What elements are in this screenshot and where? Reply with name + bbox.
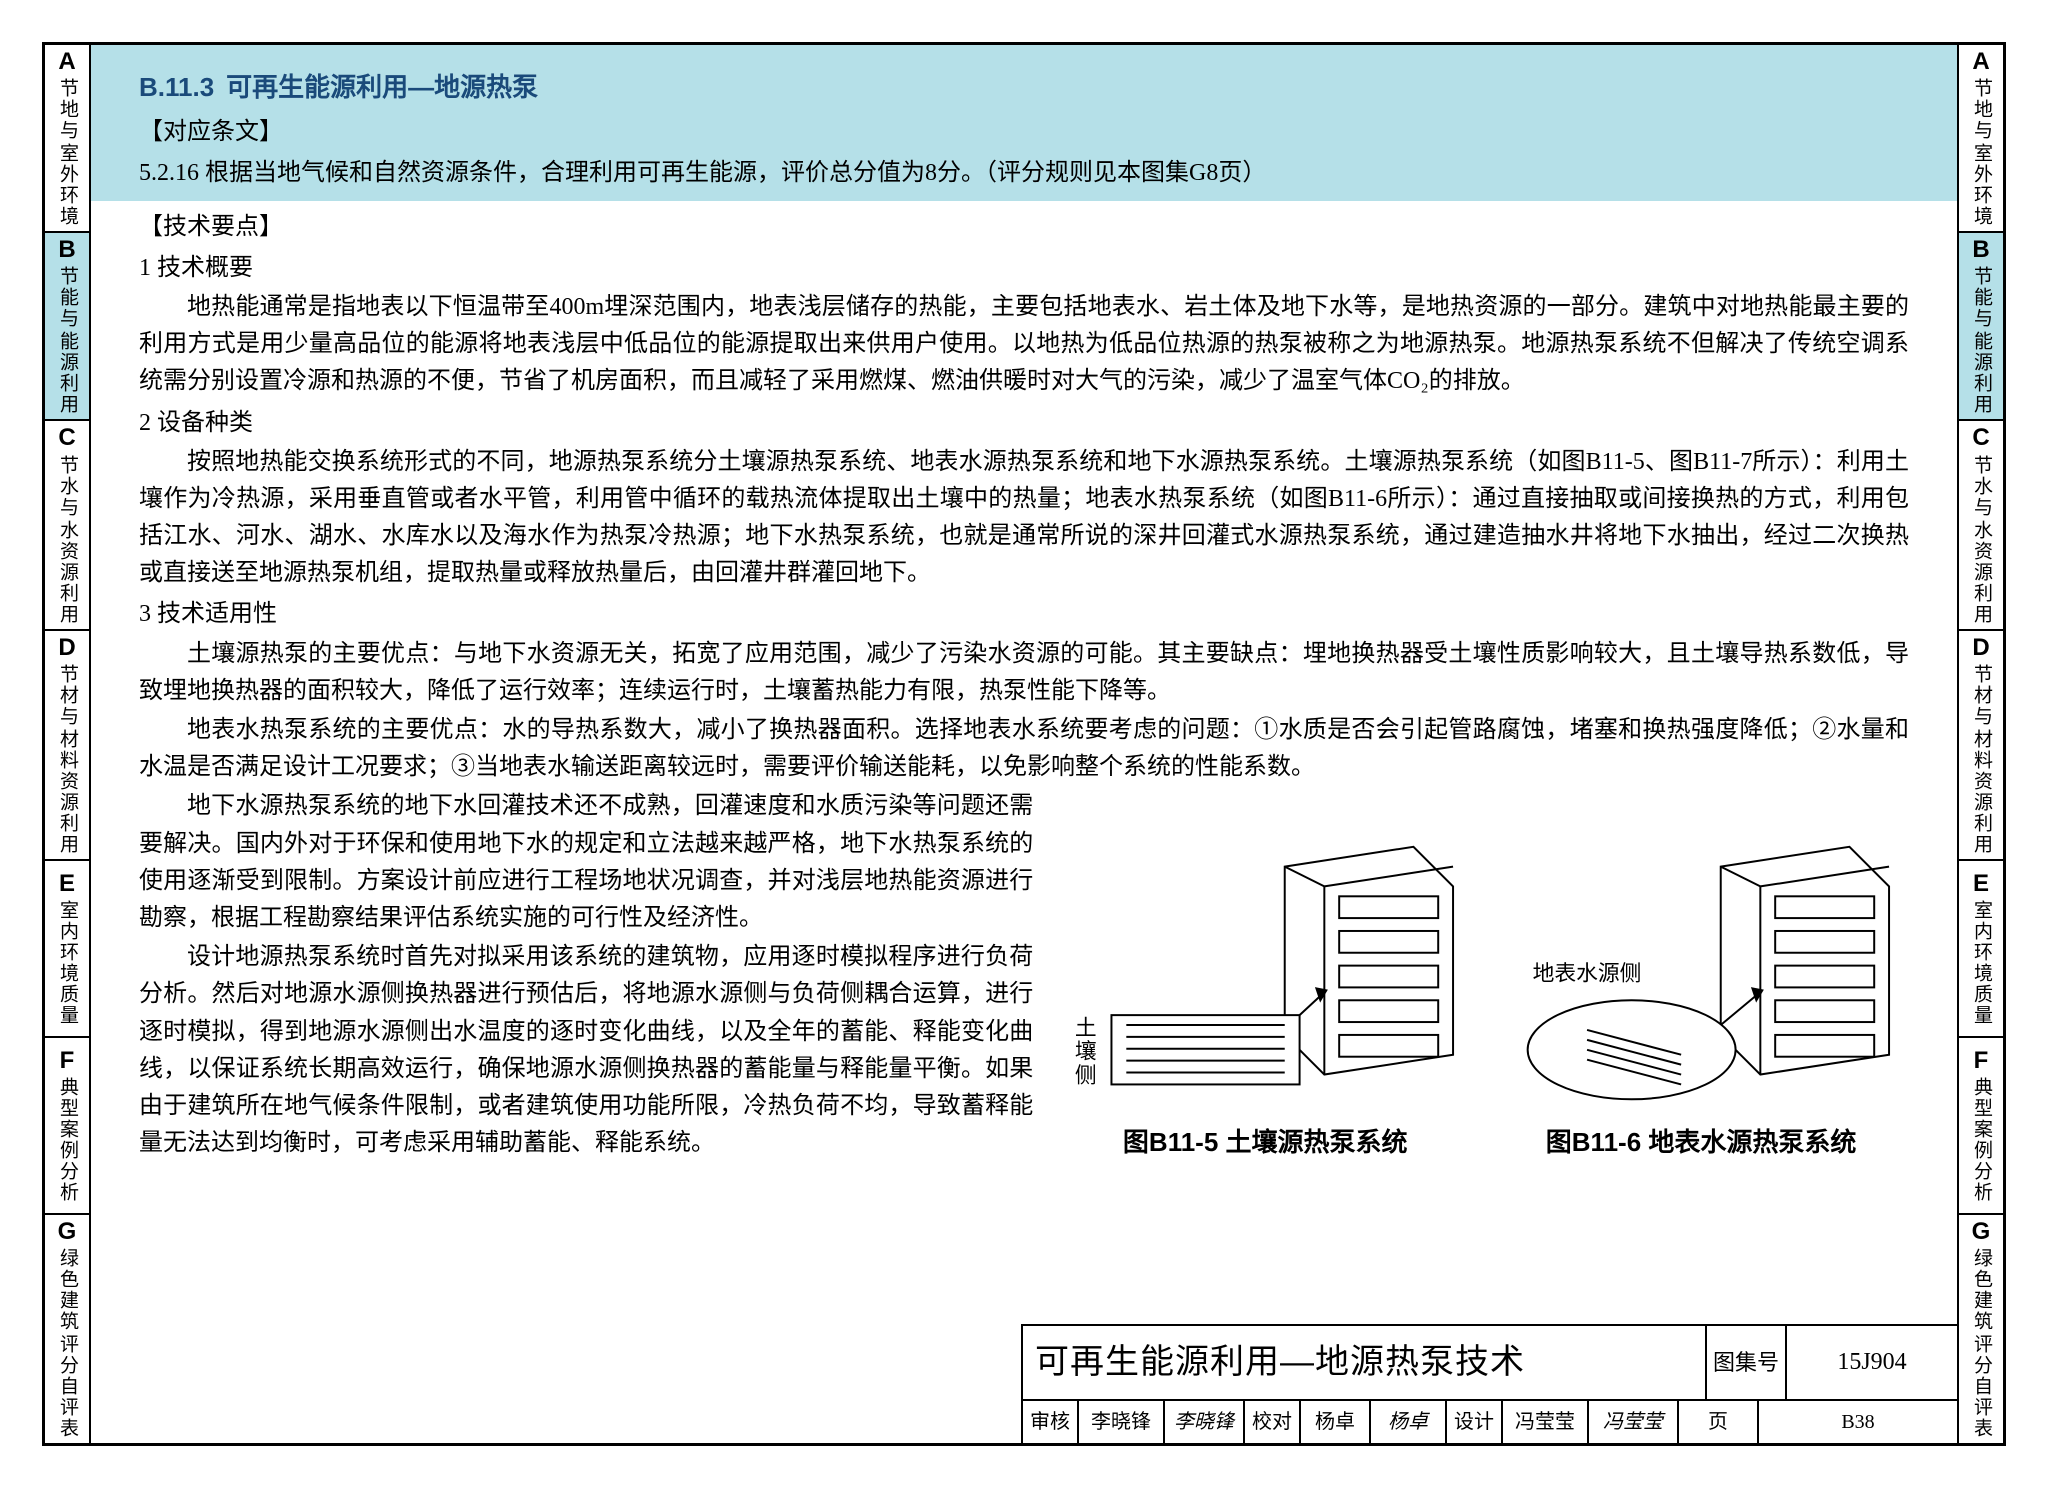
clause-text: 5.2.16 根据当地气候和自然资源条件，合理利用可再生能源，评价总分值为8分。… [139, 155, 1909, 192]
drawing-title: 可再生能源利用—地源热泵技术 [1023, 1326, 1707, 1399]
design-sign: 冯莹莹 [1589, 1401, 1679, 1443]
tab-g[interactable]: G 绿色建筑评分自评表 [45, 1215, 89, 1443]
tab-f[interactable]: F 典型案例分析 [45, 1038, 89, 1215]
document-content: B.11.3 可再生能源利用—地源热泵 【对应条文】 5.2.16 根据当地气候… [91, 45, 1957, 1443]
soil-source-diagram-icon: 土 壤 侧 [1057, 827, 1473, 1104]
corresponding-clause-label: 【对应条文】 [139, 114, 1909, 151]
tab-letter: C [58, 425, 75, 450]
figure-b11-6: 地表水源侧 图B11-6 地表水源热泵系统 [1493, 827, 1909, 1163]
tab-letter: G [58, 1219, 77, 1244]
title-block: 可再生能源利用—地源热泵技术 图集号 15J904 审核 李晓锋 李晓锋 校对 … [1021, 1324, 1957, 1443]
section-title: 可再生能源利用—地源热泵 [226, 72, 538, 102]
page-number: B38 [1759, 1401, 1957, 1443]
tab-e[interactable]: E 室内环境质量 [45, 861, 89, 1038]
tab-letter: B [58, 237, 75, 262]
tab-c-r[interactable]: C 节水与水资源利用 [1959, 421, 2003, 630]
svg-text:壤: 壤 [1075, 1039, 1097, 1063]
tab-letter: D [58, 635, 75, 660]
sub2-title: 2 设备种类 [139, 405, 1909, 442]
left-tab-strip: A 节地与室外环境 B 节能与能源利用 C 节水与水资源利用 D 节材与材料资源… [45, 45, 91, 1443]
tab-letter: F [60, 1048, 75, 1073]
surface-water-diagram-icon: 地表水源侧 [1493, 827, 1909, 1104]
reviewer-label: 审核 [1023, 1401, 1079, 1443]
figure-b11-5: 土 壤 侧 图B11-5 土壤源热泵系统 [1057, 827, 1473, 1163]
tech-points-label: 【技术要点】 [139, 209, 1909, 246]
code-label: 图集号 [1707, 1326, 1787, 1399]
check-name: 杨卓 [1301, 1401, 1371, 1443]
tab-e-r[interactable]: E 室内环境质量 [1959, 861, 2003, 1038]
tab-d[interactable]: D 节材与材料资源利用 [45, 631, 89, 861]
tab-letter: A [58, 49, 75, 74]
tab-a-r[interactable]: A 节地与室外环境 [1959, 45, 2003, 233]
reviewer-name: 李晓锋 [1079, 1401, 1165, 1443]
tab-b-r[interactable]: B 节能与能源利用 [1959, 233, 2003, 421]
svg-text:侧: 侧 [1075, 1063, 1097, 1087]
check-label: 校对 [1245, 1401, 1301, 1443]
sub3-para2: 地表水热泵系统的主要优点：水的导热系数大，减小了换热器面积。选择地表水系统要考虑… [139, 712, 1909, 786]
sub3-para3: 地下水源热泵系统的地下水回灌技术还不成熟，回灌速度和水质污染等问题还需要解决。国… [139, 788, 1033, 937]
sub1-para1: 地热能通常是指地表以下恒温带至400m埋深范围内，地表浅层储存的热能，主要包括地… [139, 289, 1909, 401]
fig1-caption: 图B11-5 土壤源热泵系统 [1057, 1122, 1473, 1162]
tab-d-r[interactable]: D 节材与材料资源利用 [1959, 631, 2003, 861]
reviewer-sign: 李晓锋 [1165, 1401, 1245, 1443]
header-band: B.11.3 可再生能源利用—地源热泵 【对应条文】 5.2.16 根据当地气候… [91, 45, 1957, 201]
sub2-para1: 按照地热能交换系统形式的不同，地源热泵系统分土壤源热泵系统、地表水源热泵系统和地… [139, 444, 1909, 593]
tab-f-r[interactable]: F 典型案例分析 [1959, 1038, 2003, 1215]
fig2-label: 地表水源侧 [1533, 961, 1642, 985]
page-frame: A 节地与室外环境 B 节能与能源利用 C 节水与水资源利用 D 节材与材料资源… [42, 42, 2006, 1446]
tab-g-r[interactable]: G 绿色建筑评分自评表 [1959, 1215, 2003, 1443]
design-label: 设计 [1447, 1401, 1503, 1443]
check-sign: 杨卓 [1371, 1401, 1447, 1443]
sub3-para4: 设计地源热泵系统时首先对拟采用该系统的建筑物，应用逐时模拟程序进行负荷分析。然后… [139, 939, 1033, 1162]
sub1-title: 1 技术概要 [139, 250, 1909, 287]
sub3-para1: 土壤源热泵的主要优点：与地下水资源无关，拓宽了应用范围，减少了污染水资源的可能。… [139, 636, 1909, 710]
page-label: 页 [1679, 1401, 1759, 1443]
tab-c[interactable]: C 节水与水资源利用 [45, 421, 89, 630]
section-number: B.11.3 [139, 72, 214, 102]
design-name: 冯莹莹 [1503, 1401, 1589, 1443]
tab-letter: E [59, 871, 75, 896]
right-tab-strip: A 节地与室外环境 B 节能与能源利用 C 节水与水资源利用 D 节材与材料资源… [1957, 45, 2003, 1443]
tab-a[interactable]: A 节地与室外环境 [45, 45, 89, 233]
code-value: 15J904 [1787, 1326, 1957, 1399]
fig1-label: 土 [1075, 1015, 1097, 1039]
sub3-title: 3 技术适用性 [139, 596, 1909, 633]
tab-b[interactable]: B 节能与能源利用 [45, 233, 89, 421]
fig2-caption: 图B11-6 地表水源热泵系统 [1493, 1122, 1909, 1162]
figures-area: 土 壤 侧 图B11-5 土壤源热泵系统 [1057, 786, 1909, 1162]
